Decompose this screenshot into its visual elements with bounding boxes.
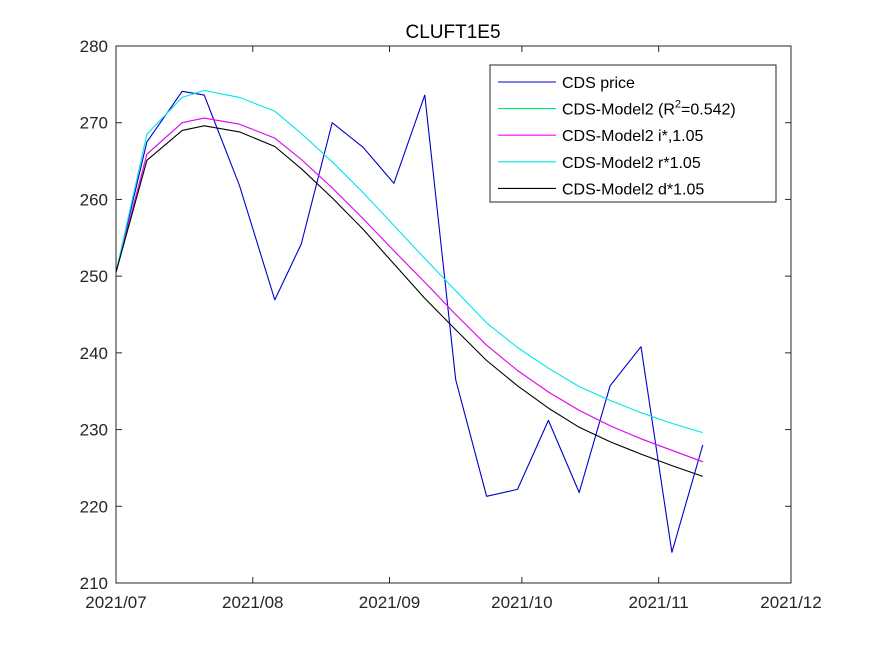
legend-label-3: CDS-Model2 i*,1.05 bbox=[562, 128, 704, 145]
legend-label-text: CDS price bbox=[562, 75, 635, 92]
y-tick-label: 260 bbox=[80, 190, 108, 209]
x-tick-label: 2021/07 bbox=[85, 593, 146, 612]
x-tick-label: 2021/08 bbox=[222, 593, 283, 612]
y-tick-label: 270 bbox=[80, 114, 108, 133]
legend-label-text: CDS-Model2 d*1.05 bbox=[562, 181, 704, 198]
x-tick-label: 2021/12 bbox=[760, 593, 821, 612]
legend-box bbox=[489, 64, 777, 203]
y-tick-label: 280 bbox=[80, 37, 108, 56]
legend-label-4: CDS-Model2 r*1.05 bbox=[562, 155, 701, 172]
series-line-1 bbox=[115, 90, 704, 553]
y-tick-label: 220 bbox=[80, 497, 108, 516]
y-tick-label: 240 bbox=[80, 344, 108, 363]
legend-label-suffix: =0.542) bbox=[681, 102, 736, 119]
legend-label-5: CDS-Model2 d*1.05 bbox=[562, 181, 704, 198]
plot-area-frame bbox=[115, 45, 792, 584]
y-tick-label: 250 bbox=[80, 267, 108, 286]
legend-label-text: CDS-Model2 (R bbox=[562, 102, 675, 119]
x-tick-label: 2021/10 bbox=[491, 593, 552, 612]
y-tick-label: 230 bbox=[80, 421, 108, 440]
y-tick-label: 210 bbox=[80, 574, 108, 593]
series-line-4 bbox=[115, 89, 703, 434]
legend-label-superscript: 2 bbox=[675, 99, 681, 111]
axes-layer: 210 220 230 240 250 260 270 280 2021/07 2021/08 20… bbox=[80, 37, 822, 612]
x-tick-label: 2021/09 bbox=[359, 593, 420, 612]
series-line-3 bbox=[115, 117, 703, 463]
legend-label-text: CDS-Model2 i*,1.05 bbox=[562, 128, 704, 145]
series-line-5 bbox=[115, 125, 703, 477]
legend-label-1: CDS price bbox=[562, 75, 635, 92]
series-layer bbox=[115, 89, 704, 553]
legend-label-2: CDS-Model2 (R2=0.542) bbox=[562, 99, 736, 119]
chart-title: CLUFT1E5 bbox=[405, 22, 500, 43]
x-tick-label: 2021/11 bbox=[629, 593, 689, 612]
legend-label-text: CDS-Model2 r*1.05 bbox=[562, 155, 701, 172]
